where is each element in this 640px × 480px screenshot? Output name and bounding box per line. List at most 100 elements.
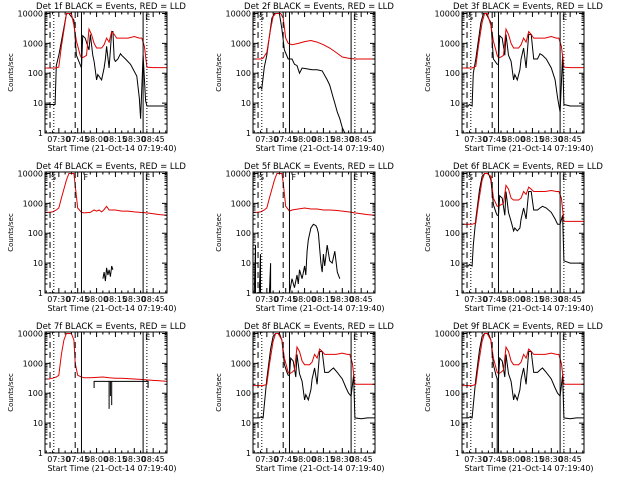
x-tick-label: 07:30 bbox=[464, 455, 487, 464]
plot-frame bbox=[44, 11, 168, 134]
x-tick-label: 07:30 bbox=[47, 135, 70, 144]
x-tick-label: 08:15 bbox=[104, 455, 127, 464]
y-tick-label: 10 bbox=[450, 259, 460, 268]
marker-letter-E: Ë bbox=[353, 12, 358, 22]
lld-series-line bbox=[253, 333, 375, 387]
x-axis-label: Start Time (21-Oct-14 07:19:40) bbox=[464, 144, 593, 153]
x-tick-label: 08:00 bbox=[85, 455, 108, 464]
x-tick-label: 08:00 bbox=[293, 295, 316, 304]
y-axis-label: Counts/sec bbox=[7, 53, 15, 92]
lld-series-line bbox=[45, 13, 167, 69]
y-tick-label: 1000 bbox=[23, 199, 43, 208]
y-tick-label: 10 bbox=[241, 99, 251, 108]
y-tick-label: 10 bbox=[241, 259, 251, 268]
lld-series-line bbox=[253, 173, 375, 216]
y-tick-label: 1 bbox=[455, 449, 460, 458]
y-tick-label: 10000 bbox=[226, 169, 251, 178]
x-tick-label: 08:15 bbox=[104, 135, 127, 144]
y-tick-label: 100 bbox=[236, 229, 251, 238]
x-tick-label: 07:45 bbox=[274, 455, 297, 464]
y-axis-label: Counts/sec bbox=[215, 53, 223, 92]
y-tick-label: 10000 bbox=[18, 169, 43, 178]
plot-area bbox=[253, 13, 375, 133]
x-tick-label: 07:45 bbox=[66, 135, 89, 144]
events-series-line bbox=[93, 380, 149, 409]
events-series-line bbox=[102, 265, 114, 282]
plot-area bbox=[462, 173, 584, 267]
x-axis-label: Start Time (21-Oct-14 07:19:40) bbox=[464, 304, 593, 313]
lld-series-line bbox=[462, 173, 584, 225]
marker-letter-S: Š bbox=[259, 11, 264, 22]
x-axis-label: Start Time (21-Oct-14 07:19:40) bbox=[464, 464, 593, 473]
x-tick-label: 08:30 bbox=[123, 135, 146, 144]
marker-letter-E: Ë bbox=[145, 172, 150, 182]
plot-area bbox=[45, 173, 167, 282]
marker-letter-E: Ë bbox=[562, 12, 567, 22]
x-axis-label: Start Time (21-Oct-14 07:19:40) bbox=[47, 144, 176, 153]
marker-letter-S: Š bbox=[468, 11, 473, 22]
y-axis-label: Counts/sec bbox=[424, 373, 432, 412]
y-tick-label: 1 bbox=[455, 129, 460, 138]
y-axis-label: Counts/sec bbox=[424, 213, 432, 252]
events-series-line bbox=[462, 173, 584, 267]
plot-area bbox=[45, 333, 167, 409]
y-tick-label: 1000 bbox=[231, 39, 251, 48]
y-tick-label: 10000 bbox=[226, 329, 251, 338]
y-tick-label: 1000 bbox=[231, 199, 251, 208]
x-tick-label: 08:15 bbox=[312, 295, 335, 304]
x-tick-label: 07:30 bbox=[255, 295, 278, 304]
y-axis-label: Counts/sec bbox=[7, 373, 15, 412]
x-tick-label: 08:45 bbox=[350, 135, 373, 144]
marker-letter-E: Ë bbox=[562, 332, 567, 342]
x-tick-label: 08:15 bbox=[521, 135, 544, 144]
y-tick-label: 10000 bbox=[18, 329, 43, 338]
x-tick-label: 07:30 bbox=[464, 135, 487, 144]
y-tick-label: 100 bbox=[445, 389, 460, 398]
panel-title: Det 4f BLACK = Events, RED = LLD bbox=[36, 162, 186, 172]
x-tick-label: 08:30 bbox=[331, 295, 354, 304]
x-tick-label: 08:00 bbox=[85, 135, 108, 144]
events-series-line bbox=[45, 13, 167, 119]
x-tick-label: 08:45 bbox=[142, 135, 165, 144]
y-tick-label: 10 bbox=[33, 259, 43, 268]
x-tick-label: 08:15 bbox=[521, 455, 544, 464]
x-tick-label: 08:15 bbox=[312, 135, 335, 144]
y-tick-label: 10 bbox=[241, 419, 251, 428]
panel-title: Det 6f BLACK = Events, RED = LLD bbox=[453, 162, 603, 172]
y-tick-label: 1 bbox=[246, 289, 251, 298]
x-tick-label: 07:45 bbox=[483, 135, 506, 144]
x-tick-label: 08:15 bbox=[104, 295, 127, 304]
x-tick-label: 07:45 bbox=[274, 135, 297, 144]
x-tick-label: 08:45 bbox=[142, 455, 165, 464]
marker-letter-S: S bbox=[259, 173, 264, 182]
x-tick-label: 08:45 bbox=[559, 295, 582, 304]
x-tick-label: 08:30 bbox=[540, 455, 563, 464]
plot-frame bbox=[44, 171, 168, 294]
y-tick-label: 10 bbox=[450, 419, 460, 428]
x-axis-label: Start Time (21-Oct-14 07:19:40) bbox=[255, 464, 384, 473]
y-axis-label: Counts/sec bbox=[7, 213, 15, 252]
x-tick-label: 07:45 bbox=[483, 455, 506, 464]
x-tick-label: 07:30 bbox=[255, 455, 278, 464]
y-tick-label: 1000 bbox=[440, 199, 460, 208]
x-tick-label: 08:00 bbox=[293, 135, 316, 144]
x-tick-label: 08:45 bbox=[350, 295, 373, 304]
y-tick-label: 100 bbox=[236, 69, 251, 78]
plot-frame bbox=[461, 11, 585, 134]
y-tick-label: 100 bbox=[236, 389, 251, 398]
x-tick-label: 07:45 bbox=[274, 295, 297, 304]
y-tick-label: 1000 bbox=[440, 359, 460, 368]
marker-letter-S: Š bbox=[51, 171, 56, 182]
x-tick-label: 08:45 bbox=[142, 295, 165, 304]
y-tick-label: 1 bbox=[246, 449, 251, 458]
marker-letter-E: Ë bbox=[145, 12, 150, 22]
plot-frame bbox=[44, 331, 168, 454]
plot-frame bbox=[252, 171, 376, 294]
lld-series-line bbox=[462, 13, 584, 69]
events-series-line bbox=[462, 13, 584, 113]
y-tick-label: 10 bbox=[33, 419, 43, 428]
